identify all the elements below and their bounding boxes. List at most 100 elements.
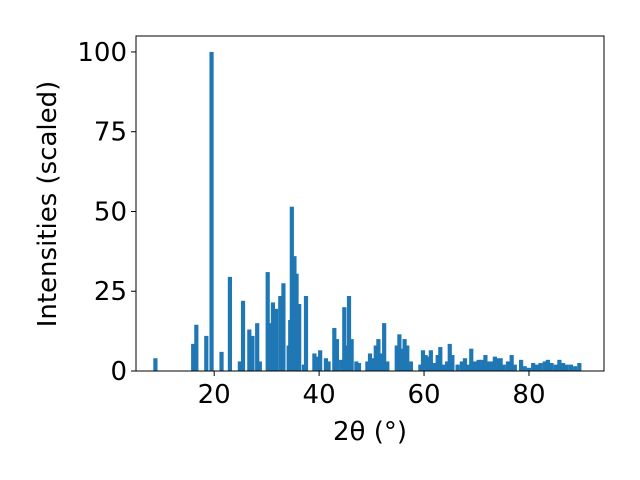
- bar: [534, 364, 539, 371]
- bar: [397, 334, 402, 371]
- bar: [505, 361, 511, 371]
- bar: [564, 364, 569, 371]
- bar: [432, 363, 437, 371]
- bar: [257, 361, 262, 371]
- bar: [399, 348, 405, 371]
- bar: [303, 296, 309, 371]
- x-tick-label: 40: [303, 380, 336, 410]
- bar: [553, 364, 558, 371]
- bar: [408, 361, 414, 371]
- bar: [466, 364, 471, 371]
- bar: [479, 359, 484, 371]
- y-tick-label: 25: [94, 277, 127, 307]
- bar: [483, 355, 488, 371]
- bar: [346, 296, 352, 371]
- bar: [445, 361, 450, 371]
- bar: [281, 283, 286, 371]
- y-axis-label: Intensities (scaled): [33, 81, 63, 328]
- bar: [426, 356, 431, 371]
- y-tick-label: 0: [110, 357, 127, 387]
- bar: [538, 363, 543, 371]
- bar: [265, 272, 270, 371]
- bar: [545, 359, 550, 371]
- bar: [268, 323, 273, 371]
- bar: [312, 353, 317, 371]
- bar: [549, 363, 554, 371]
- bar: [492, 356, 497, 371]
- bar: [573, 366, 578, 371]
- bar: [376, 339, 381, 371]
- bar: [289, 206, 294, 371]
- bar: [204, 335, 209, 371]
- bar: [326, 361, 331, 371]
- bar: [334, 339, 340, 371]
- x-tick-label: 60: [407, 380, 440, 410]
- bar: [356, 363, 362, 371]
- bar: [560, 363, 566, 371]
- x-axis-label: 2θ (°): [333, 417, 407, 447]
- bar: [378, 353, 384, 371]
- bar: [522, 366, 527, 371]
- bar: [469, 348, 474, 371]
- bar: [557, 359, 562, 371]
- bar: [342, 307, 347, 371]
- bar: [349, 339, 354, 371]
- bar: [367, 353, 373, 371]
- bar: [394, 345, 399, 371]
- bar: [476, 359, 481, 371]
- bar: [447, 343, 452, 371]
- bar: [354, 361, 359, 371]
- bar: [294, 273, 299, 371]
- bar: [440, 364, 446, 371]
- bar: [531, 363, 536, 371]
- bar: [512, 364, 517, 371]
- bar: [318, 350, 323, 371]
- bar: [250, 335, 255, 371]
- bar: [418, 364, 423, 371]
- bar: [472, 361, 477, 371]
- bar: [247, 329, 252, 371]
- bar: [402, 339, 407, 371]
- bar: [339, 359, 344, 371]
- bar: [191, 343, 196, 371]
- plot-frame: [135, 35, 605, 372]
- bar: [498, 358, 503, 371]
- bar: [297, 304, 302, 371]
- x-tick-label: 80: [512, 380, 545, 410]
- bar: [490, 361, 495, 371]
- bar: [577, 363, 582, 371]
- bar: [542, 361, 547, 371]
- bar: [373, 345, 378, 371]
- x-tick-label: 20: [198, 380, 231, 410]
- bar: [314, 356, 320, 371]
- bar: [462, 358, 468, 371]
- bar: [385, 361, 390, 371]
- bar: [219, 351, 224, 371]
- bar: [237, 361, 242, 371]
- bar: [370, 358, 375, 371]
- bar: [405, 345, 410, 371]
- bar: [323, 358, 329, 371]
- bar: [278, 296, 283, 371]
- bar: [568, 364, 574, 371]
- bar: [459, 361, 464, 371]
- bar: [486, 361, 491, 371]
- bar: [255, 323, 260, 371]
- bar: [227, 276, 233, 371]
- bar: [194, 324, 199, 371]
- bar: [209, 51, 214, 371]
- bar: [153, 358, 158, 371]
- bar: [501, 364, 506, 371]
- bar: [438, 347, 443, 371]
- bar: [509, 355, 514, 371]
- bar: [435, 355, 440, 371]
- bar: [423, 355, 428, 371]
- y-tick-label: 100: [77, 38, 127, 68]
- bar: [495, 358, 500, 371]
- bar: [382, 323, 387, 371]
- bar: [240, 300, 246, 371]
- bar: [365, 361, 370, 371]
- y-tick-label: 50: [94, 197, 127, 227]
- bar: [420, 350, 426, 371]
